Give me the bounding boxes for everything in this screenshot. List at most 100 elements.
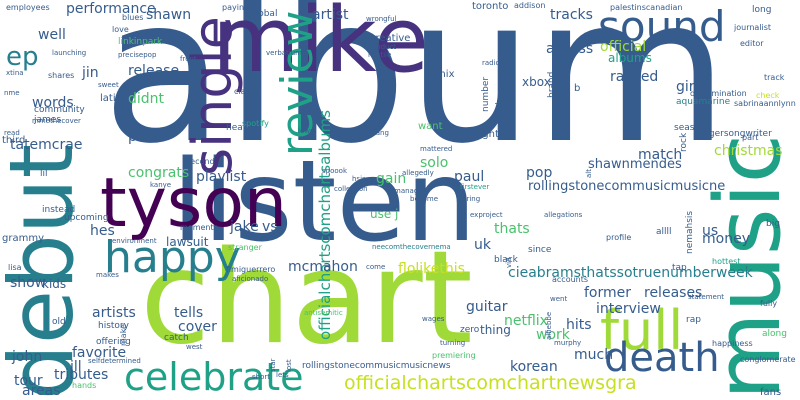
word-catch: catch: [164, 333, 189, 343]
word-since: since: [528, 245, 552, 255]
word-sabrinaannlynn: sabrinaannlynn: [734, 99, 796, 108]
word-mike: mike: [212, 0, 429, 93]
word-linkinpark: linkinpark: [118, 37, 163, 47]
word-antisemitic: antisemitic: [304, 309, 343, 317]
word-second: second: [186, 157, 215, 166]
word-thats: thats: [494, 221, 530, 237]
word-money: money: [702, 231, 750, 247]
word-want: want: [418, 121, 443, 132]
word-james: james: [34, 115, 62, 125]
word-retaliation: retaliation: [505, 82, 513, 118]
word-albums: albums: [608, 51, 652, 65]
word-show: show: [10, 275, 47, 291]
word-use-j: use j: [370, 207, 399, 221]
word-work: work: [536, 327, 570, 343]
word-alt: alt: [585, 169, 593, 178]
word-discrimination: discrimination: [690, 89, 747, 98]
word-murphy: murphy: [554, 339, 582, 347]
word-ep: ep: [6, 42, 39, 72]
word-rock: rock: [679, 132, 689, 152]
word-wrongful: wrongful: [366, 15, 397, 23]
word-journalist: journalist: [734, 23, 772, 32]
word-star: star: [269, 358, 277, 372]
word-lil: lil: [40, 169, 48, 179]
word-spoook: spoook: [322, 167, 347, 175]
word-shares: shares: [48, 71, 75, 80]
word-nme: nme: [4, 89, 20, 97]
word-cieabramsthatssotruenumberweek: cieabramsthatssotruenumberweek: [508, 265, 753, 281]
word-brand: brand: [547, 71, 557, 98]
word-artist: artist: [312, 7, 349, 23]
word-verbatium: verbatium: [266, 49, 303, 57]
word-shawn: shawn: [146, 7, 192, 23]
word-nemahsis: nemahsis: [685, 210, 695, 254]
word-editor: editor: [740, 39, 764, 48]
word-check: check: [756, 91, 780, 100]
word-make: make: [119, 324, 128, 346]
word-allegedly: allegedly: [402, 169, 434, 177]
word-toronto: toronto: [472, 1, 509, 12]
word-mattered: mattered: [420, 145, 453, 153]
word-hottest: hottest: [712, 257, 741, 266]
word-love: love: [112, 25, 129, 34]
word-part: part: [742, 133, 759, 142]
word-bring: bring: [462, 195, 481, 203]
word-launching: launching: [52, 49, 87, 57]
word-favorite: favorite: [72, 345, 127, 361]
word-rollingstonecommusicmusicnews: rollingstonecommusicmusicnews: [302, 361, 451, 371]
word-tracks: tracks: [550, 7, 593, 23]
word-lisa: lisa: [8, 263, 22, 272]
word-celebrate: celebrate: [124, 355, 304, 399]
word-tap: tap: [672, 263, 687, 273]
word-upcoming: upcoming: [64, 213, 109, 223]
word-didnt: didnt: [128, 91, 165, 107]
word-moments: moments: [180, 223, 218, 232]
word-neecomthecovernema: neecomthecovernema: [372, 243, 451, 251]
word-fully: fully: [760, 299, 778, 308]
word-hear: hear: [226, 123, 247, 133]
word-congrats: congrats: [128, 165, 190, 181]
word-grammy: grammy: [2, 233, 44, 244]
word-album: album: [102, 0, 729, 188]
word-korean: korean: [510, 359, 558, 375]
word-west: west: [186, 343, 203, 351]
word-shawnmendes: shawnmendes: [588, 157, 682, 172]
word-single: single: [181, 16, 244, 176]
word-tells: tells: [174, 305, 204, 321]
word-conglomerate: conglomerate: [740, 355, 796, 364]
word-uk: uk: [474, 237, 491, 253]
word-sound: sound: [598, 2, 726, 51]
word-jin: jin: [82, 65, 99, 81]
word-statement: statement: [688, 293, 725, 301]
word-lawsuit: lawsuit: [166, 235, 209, 249]
word-short: short: [252, 373, 270, 381]
word-third: third: [2, 135, 26, 146]
word-manager: manager: [394, 187, 426, 195]
word-selfdetermined: selfdetermined: [88, 357, 141, 365]
word-fimiguerrero: fimiguerrero: [226, 265, 276, 274]
word-access: access: [546, 41, 594, 57]
word-profile: profile: [606, 233, 632, 242]
word-areas: areas: [22, 383, 61, 399]
word-turning: turning: [440, 339, 466, 347]
word-full: full: [600, 299, 684, 362]
word-creative: creative: [370, 33, 411, 44]
word-tatemcrae: tatemcrae: [10, 137, 83, 153]
word-radically: radically: [482, 59, 512, 67]
word-fans: fans: [760, 387, 782, 398]
word-playlist: playlist: [196, 169, 247, 185]
word-mmethecover: mmethecover: [32, 117, 81, 125]
word-officialchartscomchartnewsgra: officialchartscomchartnewsgra: [344, 372, 637, 394]
word-hits: hits: [566, 317, 592, 333]
word-tyson: tyson: [100, 164, 288, 243]
word-remix: remix: [426, 69, 455, 80]
word-stranger: stranger: [228, 243, 262, 252]
word-hostile: hostile: [368, 51, 392, 59]
word-lost: lost: [285, 359, 293, 372]
word-addison: addison: [514, 1, 546, 10]
word-much: much: [574, 347, 614, 363]
word-long: long: [752, 5, 772, 15]
word-well: well: [38, 27, 66, 43]
word-come: come: [366, 263, 386, 271]
